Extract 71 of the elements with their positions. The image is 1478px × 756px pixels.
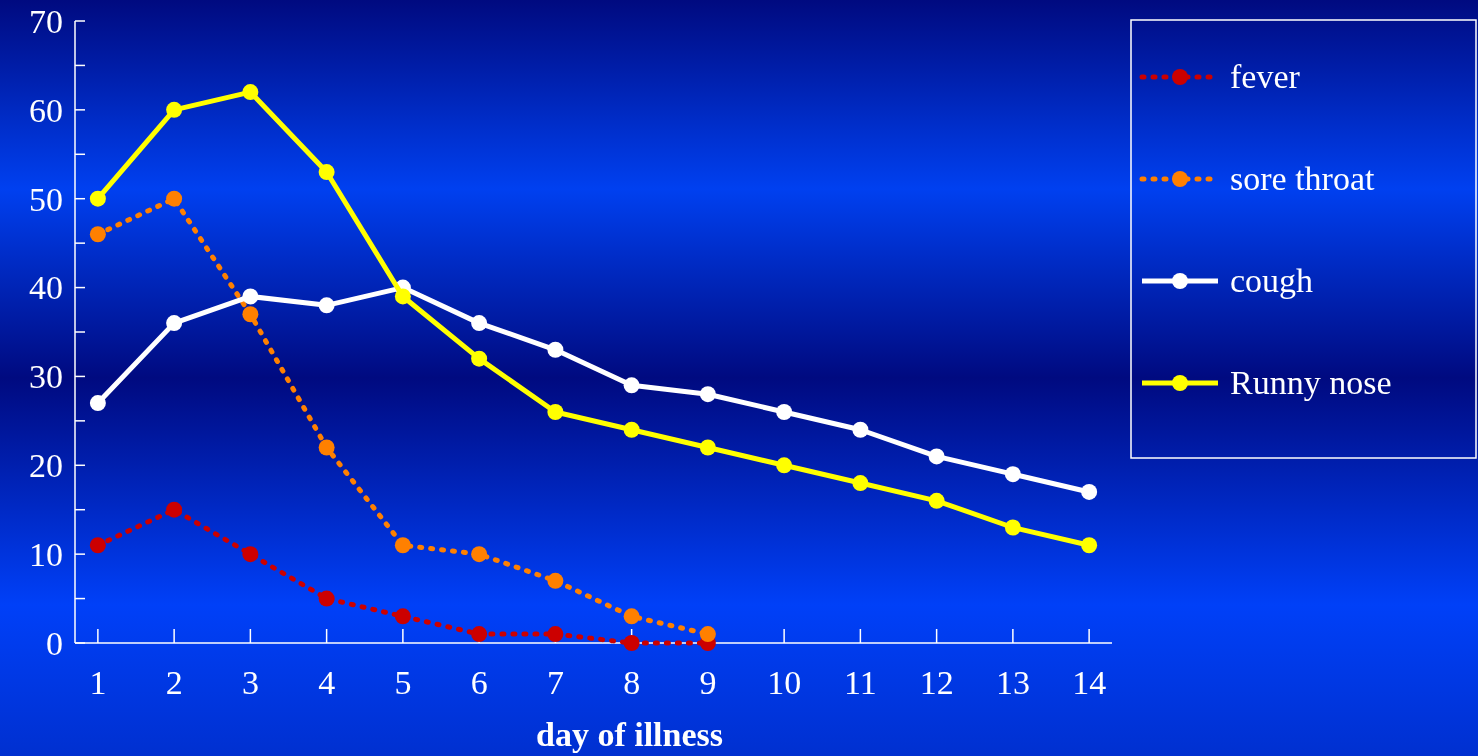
y-tick-label: 30 (29, 358, 63, 396)
legend-label: Runny nose (1230, 364, 1392, 401)
point (1081, 483, 1098, 500)
point (623, 421, 640, 438)
x-tick-label: 13 (995, 664, 1030, 701)
point (623, 635, 640, 651)
point (1004, 466, 1021, 483)
point (89, 226, 106, 243)
y-tick-label: 0 (46, 624, 63, 662)
point (776, 457, 793, 474)
x-tick-label: 11 (844, 664, 877, 701)
legend-label: sore throat (1230, 160, 1375, 197)
point (166, 101, 183, 118)
x-tick-label: 10 (767, 664, 802, 701)
point (318, 297, 335, 314)
point (776, 403, 793, 420)
x-tick-label: 7 (546, 664, 564, 701)
x-tick-label: 8 (623, 664, 641, 701)
point (242, 84, 259, 101)
point (547, 403, 564, 420)
point (242, 288, 259, 305)
y-tick-label: 40 (29, 269, 63, 307)
x-tick-label: 2 (165, 664, 183, 701)
point (699, 386, 716, 403)
point (242, 306, 259, 323)
point (89, 537, 106, 554)
legend-label: cough (1230, 262, 1314, 299)
point (623, 377, 640, 394)
x-tick-label: 4 (318, 664, 336, 701)
x-tick-label: 1 (89, 664, 107, 701)
point (89, 395, 106, 412)
y-tick-label: 10 (29, 536, 63, 574)
x-tick-label: 5 (394, 664, 412, 701)
point (471, 626, 488, 643)
point (318, 164, 335, 181)
point (166, 501, 183, 518)
point (394, 537, 411, 554)
point (471, 546, 488, 563)
point (1004, 519, 1021, 536)
point (699, 439, 716, 456)
point (852, 475, 869, 492)
point (852, 421, 869, 438)
point (318, 439, 335, 456)
point (394, 288, 411, 305)
x-tick-label: 12 (919, 664, 954, 701)
point (318, 590, 335, 607)
x-tick-label: 6 (470, 664, 488, 701)
point (166, 190, 183, 207)
point (623, 608, 640, 625)
y-tick-label: 70 (29, 2, 63, 40)
point (471, 315, 488, 332)
point (166, 315, 183, 332)
x-axis-title: day of illness (535, 716, 724, 753)
point (928, 448, 945, 465)
point (547, 341, 564, 358)
point (471, 350, 488, 367)
x-tick-label: 3 (241, 664, 259, 701)
point (89, 190, 106, 207)
y-tick-label: 20 (29, 447, 63, 485)
point (547, 626, 564, 643)
legend-label: fever (1230, 58, 1301, 95)
point (699, 626, 716, 643)
x-tick-label: 9 (699, 664, 717, 701)
y-tick-label: 60 (29, 91, 63, 129)
point (928, 492, 945, 509)
point (547, 572, 564, 589)
point (394, 608, 411, 625)
point (242, 546, 259, 563)
point (1081, 537, 1098, 554)
x-tick-label: 14 (1072, 664, 1107, 701)
y-tick-label: 50 (29, 180, 63, 218)
